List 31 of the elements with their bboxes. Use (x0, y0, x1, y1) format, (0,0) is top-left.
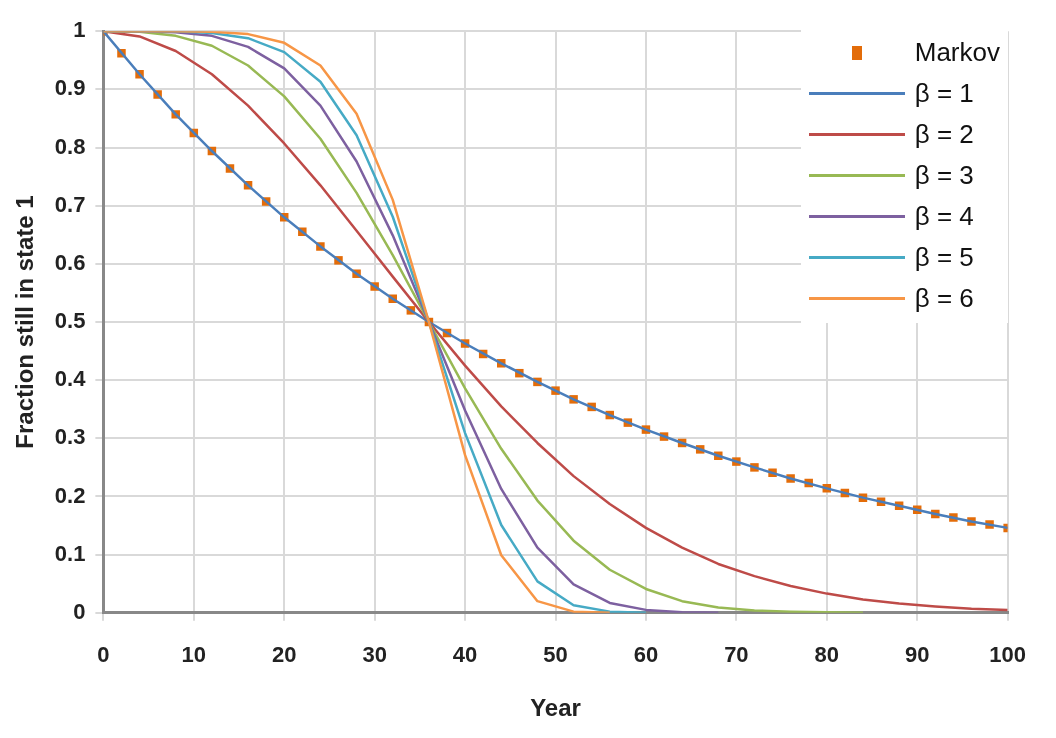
x-tick-label: 70 (724, 642, 749, 668)
y-axis-title: Fraction still in state 1 (11, 195, 39, 449)
y-tick-label: 0.1 (54, 540, 86, 566)
legend-label: Markov (914, 37, 1000, 68)
legend-label: β = 1 (914, 78, 974, 109)
y-tick-label: 1 (73, 17, 86, 43)
x-tick-label: 30 (362, 642, 387, 668)
legend-label: β = 6 (914, 283, 974, 314)
legend-label: β = 5 (914, 242, 974, 273)
x-tick-label: 100 (989, 642, 1027, 668)
x-tick-label: 60 (633, 642, 659, 668)
x-tick-label: 20 (271, 642, 297, 668)
x-tick-label: 0 (97, 642, 110, 668)
y-tick-label: 0.2 (54, 482, 86, 508)
x-axis-title: Year (530, 694, 581, 722)
x-tick-label: 90 (904, 642, 930, 668)
legend-label: β = 4 (914, 201, 974, 232)
x-tick-label: 50 (543, 642, 568, 668)
x-tick-label: 80 (814, 642, 840, 668)
y-tick-label: 0.6 (54, 249, 86, 275)
y-tick-label: 0.5 (54, 308, 86, 334)
legend-label: β = 3 (914, 160, 974, 191)
y-tick-label: 0.7 (54, 191, 86, 217)
y-tick-label: 0.3 (54, 424, 86, 450)
legend-label: β = 2 (914, 119, 974, 150)
y-tick-label: 0 (73, 598, 86, 624)
x-tick-label: 40 (452, 642, 478, 668)
y-tick-label: 0.8 (54, 133, 86, 159)
y-tick-label: 0.9 (54, 75, 86, 101)
x-tick-label: 10 (181, 642, 207, 668)
y-tick-label: 0.4 (54, 366, 87, 392)
